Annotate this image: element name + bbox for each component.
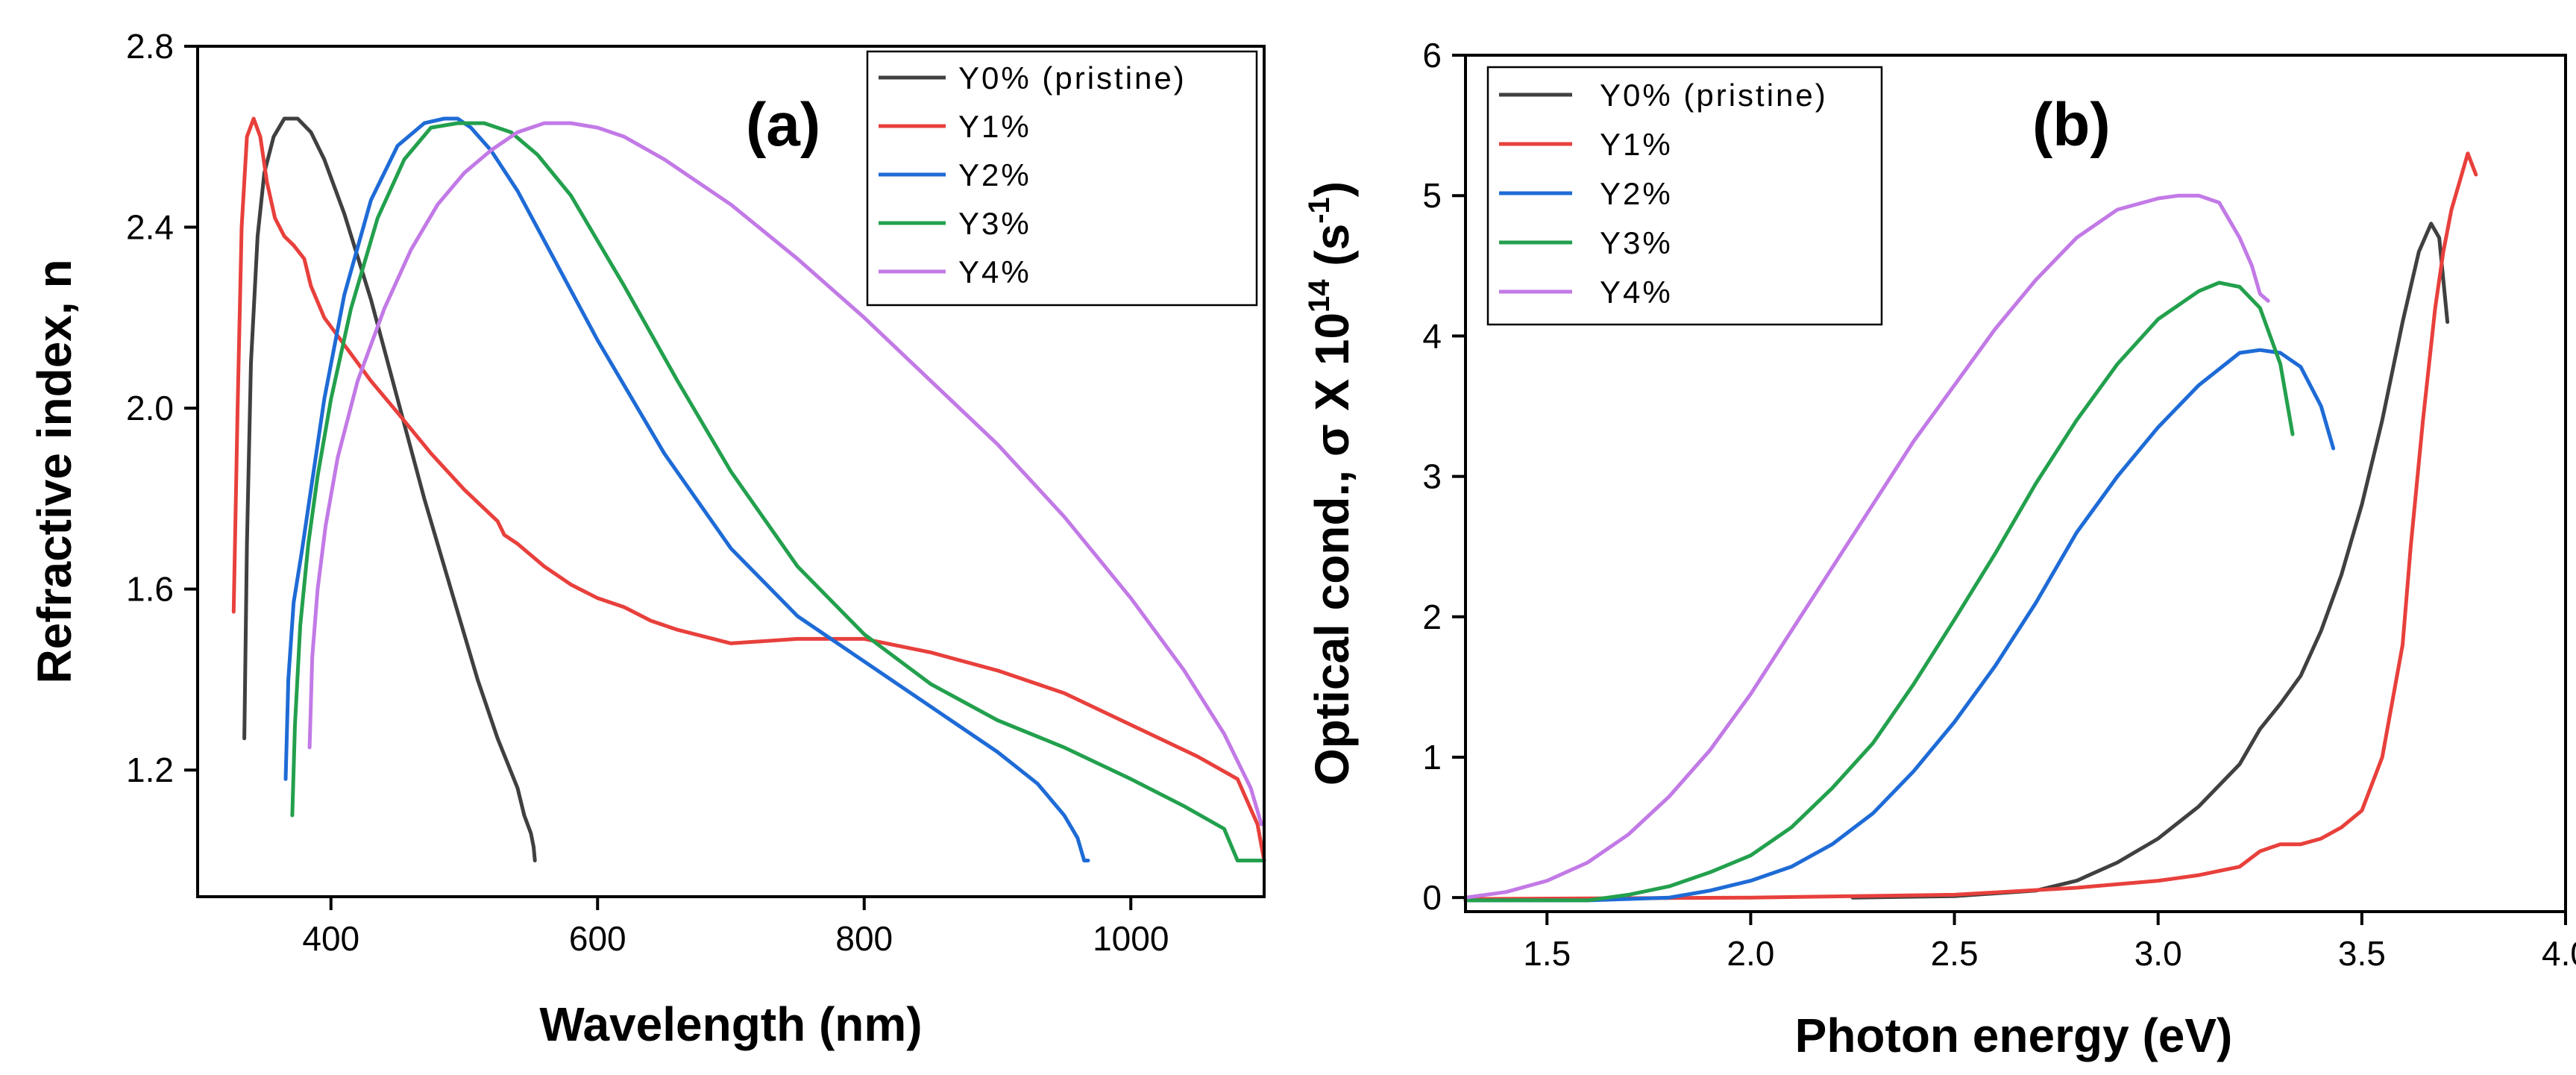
panel-b-legend-label-2: Y2%: [1600, 176, 1673, 211]
panel-b-legend-label-4: Y4%: [1600, 275, 1673, 310]
panel-a-series-line-2: [283, 116, 1090, 862]
panel-b-y-tick-label: 0: [1422, 878, 1442, 917]
panel-a-y-tick-label: 2.0: [126, 389, 174, 427]
panel-a-x-axis-title: Wavelength (nm): [539, 997, 922, 1051]
panel-a-ticks: 400 600 800 1000 1.2 1.6 2.0 2.4 2.8: [126, 27, 1169, 958]
panel-b-x-tick-label: 1.5: [1523, 934, 1571, 973]
panel-b-y-tick-label: 5: [1422, 176, 1442, 215]
panel-a-legend: Y0% (pristine) Y1% Y2% Y3% Y4%: [866, 50, 1258, 307]
panel-b-y-axis-title: Optical cond., σ X 1014 (s-1): [1303, 181, 1359, 786]
panel-a-y-tick-label: 2.8: [126, 27, 174, 66]
panel-a-y-tick-label: 1.6: [126, 570, 174, 609]
panel-b-label: (b): [2032, 91, 2111, 159]
panel-a-legend-box: [866, 50, 1258, 307]
panel-a-refractive-index: 400 600 800 1000 1.2 1.6 2.0 2.4 2.8 (a) Wavelen…: [28, 27, 1266, 1051]
panel-b-x-tick-label: 2.0: [1727, 934, 1774, 973]
panel-b-x-tick-label: 2.5: [1931, 934, 1979, 973]
panel-b-y-tick-label: 1: [1422, 738, 1442, 777]
panel-b-y-axis-title-close: ): [1305, 181, 1359, 197]
panel-b-legend-label-3: Y3%: [1600, 225, 1673, 260]
panel-b-y-tick-label: 3: [1422, 457, 1442, 496]
panel-a-legend-label-4: Y4%: [958, 254, 1031, 289]
panel-b-optical-conductivity: 1.5 2.0 2.5 3.0 3.5 4.0 0 1 2 3 4 5 6 (b) Photon ene…: [1303, 36, 2576, 1062]
panel-b-y-axis-title-main: Optical cond., σ X 10: [1305, 313, 1359, 786]
panel-b-series-line-1: [1463, 151, 2478, 901]
panel-a-x-tick-label: 400: [302, 919, 359, 958]
panel-a-x-tick-label: 800: [835, 919, 893, 958]
panel-b-legend-box: [1486, 66, 1883, 326]
panel-a-legend-label-3: Y3%: [958, 206, 1031, 241]
panel-b-legend-label-0: Y0% (pristine): [1600, 78, 1828, 113]
panel-b-y-axis-title-exponent: 14: [1303, 279, 1336, 313]
panel-a-plot-frame: [196, 45, 1266, 898]
panel-a-series-line-0: [242, 116, 537, 862]
panel-b-legend-label-1: Y1%: [1600, 127, 1673, 162]
panel-b-x-tick-label: 3.5: [2338, 934, 2386, 973]
panel-b-series-lines: [1463, 151, 2478, 903]
panel-a-legend-label-0: Y0% (pristine): [958, 60, 1187, 95]
panel-b-x-tick-label: 3.0: [2134, 934, 2182, 973]
panel-a-series-line-4: [307, 121, 1263, 827]
panel-a-series-line-3: [290, 121, 1266, 862]
panel-b-legend: Y0% (pristine) Y1% Y2% Y3% Y4%: [1486, 66, 1883, 326]
panel-b-y-axis-title-unit-exponent: -1: [1303, 197, 1336, 224]
panel-a-legend-label-1: Y1%: [958, 109, 1031, 144]
panel-b-series-line-0: [1850, 222, 2450, 900]
panel-b-series-line-3: [1463, 280, 2295, 903]
panel-b-y-tick-label: 6: [1422, 36, 1442, 75]
panel-b-y-tick-label: 2: [1422, 598, 1442, 636]
panel-b-series-line-2: [1463, 348, 2336, 903]
panel-a-y-tick-label: 2.4: [126, 208, 174, 247]
panel-a-y-tick-label: 1.2: [126, 750, 174, 789]
panel-a-y-axis-title: Refractive index, n: [28, 259, 81, 683]
panel-b-series-line-4: [1463, 193, 2270, 900]
panel-b-x-tick-label: 4.0: [2542, 934, 2576, 973]
panel-a-x-tick-label: 1000: [1093, 919, 1169, 958]
panel-a-series-line-1: [231, 116, 1266, 862]
panel-b-x-axis-title: Photon energy (eV): [1795, 1009, 2233, 1062]
panel-b-y-tick-label: 4: [1422, 316, 1442, 355]
panel-a-legend-label-2: Y2%: [958, 157, 1031, 192]
panel-b-ticks: 1.5 2.0 2.5 3.0 3.5 4.0 0 1 2 3 4 5 6: [1422, 36, 2576, 973]
panel-b-y-axis-title-unit: (s: [1305, 224, 1359, 280]
panel-a-label: (a): [746, 91, 820, 159]
panel-a-x-tick-label: 600: [569, 919, 626, 958]
panel-b-plot-frame: [1464, 54, 2567, 913]
panel-a-series-lines: [231, 116, 1266, 862]
